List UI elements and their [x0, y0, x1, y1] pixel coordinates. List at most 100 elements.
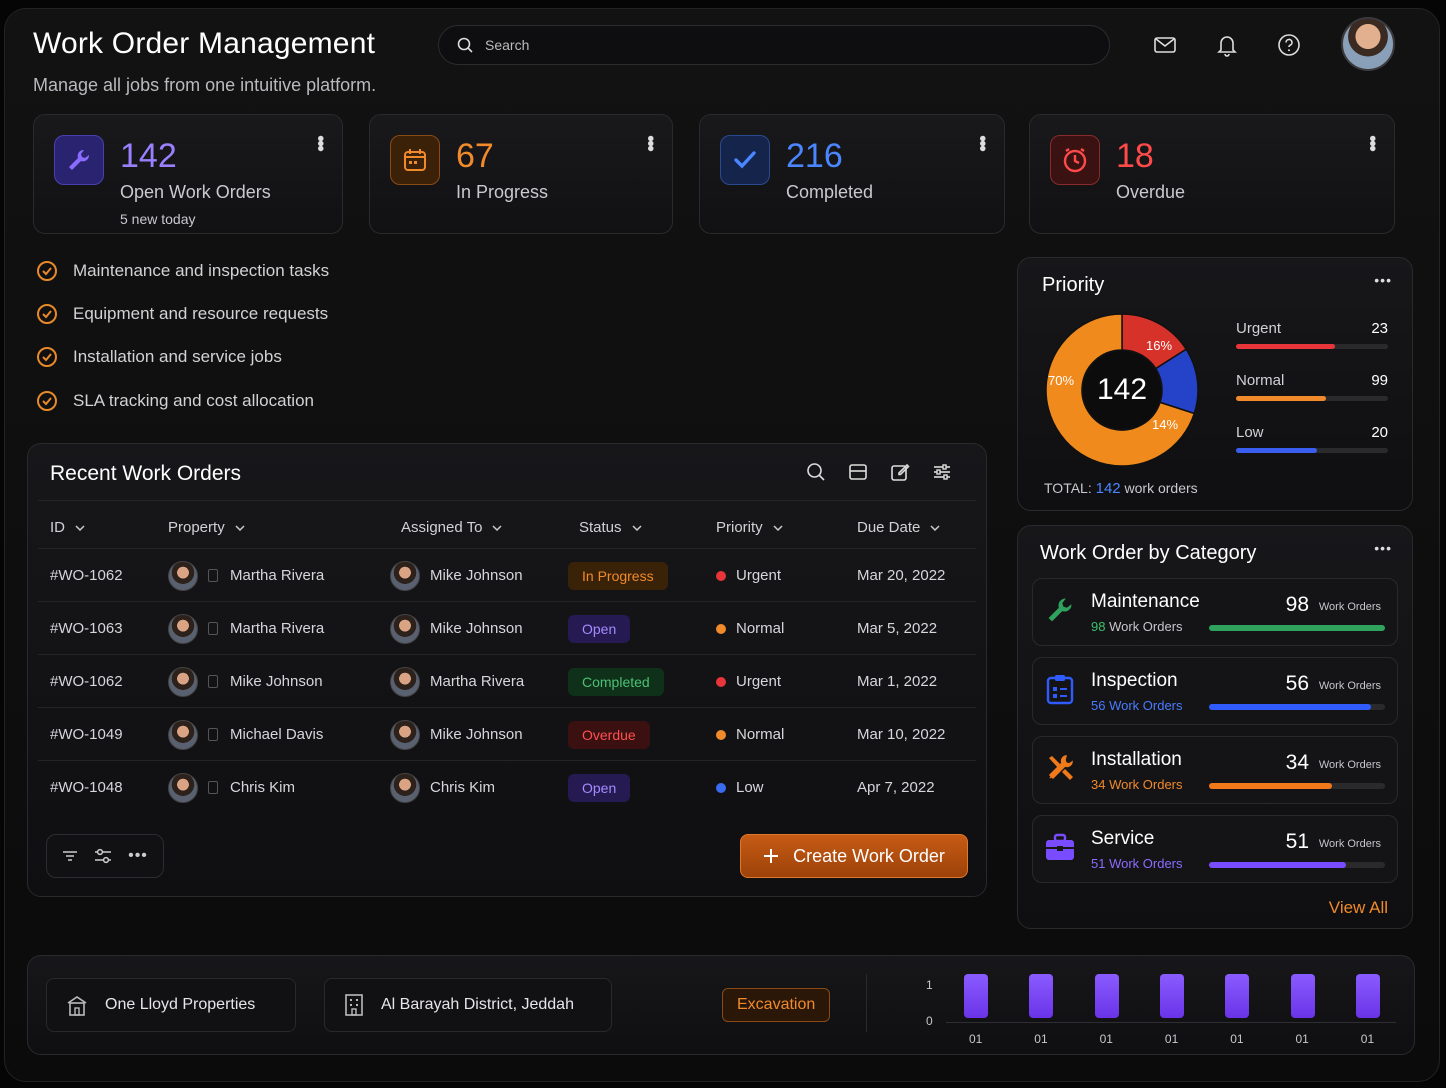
status-badge: In Progress	[568, 561, 668, 590]
category-inspection[interactable]: Inspection 56 Work Orders 56 Work Orders	[1032, 657, 1398, 725]
priority-panel: Priority ••• 142 16% 14% 70% Urgent 23 No…	[1017, 257, 1413, 511]
office-building-icon	[345, 994, 363, 1016]
search-icon	[457, 37, 473, 53]
x-tick-label: 01	[1360, 1032, 1375, 1046]
avatar	[390, 613, 420, 644]
help-icon[interactable]	[1275, 31, 1303, 59]
stat-card-progress[interactable]: 67 In Progress •••	[369, 114, 673, 234]
mail-icon[interactable]	[1151, 31, 1179, 59]
feature-item: Maintenance and inspection tasks	[37, 261, 329, 281]
x-tick-label: 01	[1099, 1032, 1113, 1046]
building-icon	[208, 675, 218, 688]
progress-fill	[1236, 448, 1317, 453]
panel-title: Recent Work Orders	[50, 462, 241, 485]
x-tick-label: 01	[1230, 1032, 1244, 1046]
chevron-down-icon	[492, 524, 502, 531]
chart-bar	[1094, 974, 1119, 1018]
table-row[interactable]: #WO-1048 Chris Kim Chris Kim Open Low Apr 7, …	[38, 760, 976, 813]
panel-icon[interactable]	[848, 462, 868, 482]
stat-card-completed[interactable]: 216 Completed •••	[699, 114, 1005, 234]
feature-item: Installation and service jobs	[37, 347, 282, 367]
location-field[interactable]: Al Barayah District, Jeddah	[324, 978, 612, 1032]
stat-card-overdue[interactable]: 18 Overdue •••	[1029, 114, 1395, 234]
cell-priority: Urgent	[736, 673, 782, 690]
priority-dot	[716, 570, 726, 581]
slice-label-normal: 70%	[1048, 373, 1075, 388]
chevron-down-icon	[632, 524, 642, 531]
settings-sliders-icon[interactable]	[932, 462, 952, 482]
progress-fill	[1236, 396, 1326, 401]
category-installation[interactable]: Installation 34 Work Orders 34 Work Orde…	[1032, 736, 1398, 804]
search-bar[interactable]	[438, 25, 1110, 65]
more-icon[interactable]: •••	[128, 847, 148, 864]
column-header-property[interactable]: Property	[168, 519, 245, 536]
cell-due: Mar 20, 2022	[857, 567, 946, 584]
avatar	[390, 560, 420, 591]
table-row[interactable]: #WO-1062 Mike Johnson Martha Rivera Complet…	[38, 654, 976, 707]
stat-label: In Progress	[456, 182, 549, 202]
more-icon[interactable]: •••	[971, 135, 993, 151]
cell-id: #WO-1062	[50, 567, 123, 584]
more-icon[interactable]: •••	[639, 135, 661, 151]
check-circle-icon	[37, 304, 57, 324]
building-icon	[67, 996, 87, 1016]
briefcase-icon	[1043, 830, 1077, 864]
recent-work-orders-panel: Recent Work Orders ID Property Assigned …	[27, 443, 987, 897]
stat-card-open[interactable]: 142 Open Work Orders 5 new today •••	[33, 114, 343, 234]
cell-assigned: Mike Johnson	[430, 620, 523, 637]
property-strip: One Lloyd Properties Al Barayah District…	[27, 955, 1415, 1055]
progress-fill	[1209, 704, 1371, 710]
avatar	[168, 560, 198, 591]
x-tick-label: 01	[1034, 1032, 1048, 1046]
cell-assigned: Mike Johnson	[430, 726, 523, 743]
edit-icon[interactable]	[890, 462, 910, 482]
column-header-id[interactable]: ID	[50, 519, 85, 536]
property-field[interactable]: One Lloyd Properties	[46, 978, 296, 1032]
create-work-order-button[interactable]: Create Work Order	[740, 834, 968, 878]
column-header-priority[interactable]: Priority	[716, 519, 783, 536]
category-maintenance[interactable]: Maintenance 98 Work Orders 98 Work Order…	[1032, 578, 1398, 646]
column-header-status[interactable]: Status	[579, 519, 642, 536]
check-icon	[720, 135, 770, 185]
cell-due: Mar 10, 2022	[857, 726, 946, 743]
wrench-icon	[54, 135, 104, 185]
more-icon[interactable]: •••	[1374, 540, 1392, 556]
cell-id: #WO-1063	[50, 620, 123, 637]
stat-label: Overdue	[1116, 182, 1186, 202]
search-input[interactable]	[485, 37, 1085, 53]
category-tag[interactable]: Excavation	[722, 988, 831, 1022]
table-row[interactable]: #WO-1049 Michael Davis Mike Johnson Overdue…	[38, 707, 976, 760]
feature-item: SLA tracking and cost allocation	[37, 391, 314, 411]
column-header-assigned[interactable]: Assigned To	[401, 519, 502, 536]
feature-item: Equipment and resource requests	[37, 304, 328, 324]
priority-donut-chart	[1045, 313, 1199, 467]
stat-value: 216	[786, 137, 843, 175]
category-service[interactable]: Service 51 Work Orders 51 Work Orders	[1032, 815, 1398, 883]
check-circle-icon	[37, 391, 57, 411]
table-row[interactable]: #WO-1062 Martha Rivera Mike Johnson In Prog…	[38, 548, 976, 601]
adjust-icon[interactable]	[94, 848, 112, 864]
priority-total: TOTAL: 142 work orders	[1044, 480, 1198, 497]
more-icon[interactable]: •••	[1374, 272, 1392, 288]
stat-value: 67	[456, 137, 494, 175]
more-icon[interactable]: •••	[1361, 135, 1383, 151]
table-row[interactable]: #WO-1063 Martha Rivera Mike Johnson Open Nor…	[38, 601, 976, 654]
building-icon	[208, 569, 218, 582]
view-all-link[interactable]: View All	[1328, 898, 1388, 917]
bell-icon[interactable]	[1213, 31, 1241, 59]
progress-fill	[1236, 344, 1335, 349]
status-badge: Completed	[568, 667, 664, 696]
slice-label-low: 14%	[1152, 417, 1179, 432]
cell-property: Mike Johnson	[230, 673, 323, 690]
more-icon[interactable]: •••	[309, 135, 331, 151]
priority-dot	[716, 729, 726, 740]
cell-id: #WO-1048	[50, 779, 123, 796]
x-tick-label: 01	[969, 1032, 983, 1046]
filter-icon[interactable]	[62, 849, 78, 863]
column-header-due[interactable]: Due Date	[857, 519, 940, 536]
panel-title: Work Order by Category	[1040, 542, 1257, 564]
search-icon[interactable]	[806, 462, 826, 482]
check-circle-icon	[37, 347, 57, 367]
stat-sub: 5 new today	[120, 211, 196, 227]
user-avatar[interactable]	[1341, 17, 1395, 71]
